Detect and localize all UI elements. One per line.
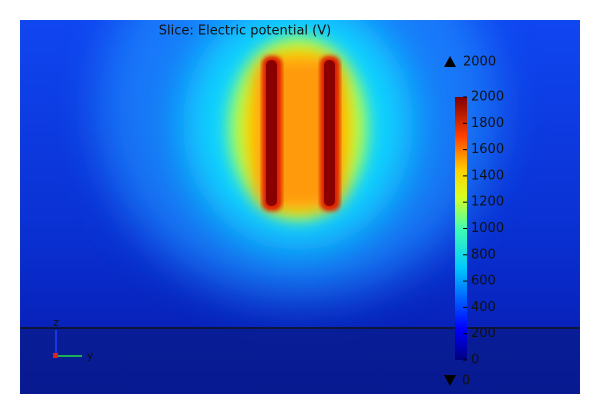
colorbar-tick-label: 1800 bbox=[471, 116, 504, 131]
axis-triad: z y bbox=[53, 316, 94, 362]
colorbar-tick-label: 400 bbox=[471, 300, 496, 315]
colorbar-tick-label: 800 bbox=[471, 247, 496, 262]
colorbar-tick-label: 200 bbox=[471, 326, 496, 341]
colorbar-tick-label: 600 bbox=[471, 274, 496, 289]
colorbar-tick-label: 1400 bbox=[471, 168, 504, 183]
colorbar bbox=[455, 97, 467, 360]
colorbar-tick-label: 1000 bbox=[471, 221, 504, 236]
colorbar-tick-label: 1600 bbox=[471, 142, 504, 157]
axis-label: y bbox=[87, 349, 94, 362]
field bbox=[20, 20, 580, 394]
axis-label: z bbox=[53, 316, 59, 329]
max-label: 2000 bbox=[463, 55, 496, 70]
colorbar-tick-label: 1200 bbox=[471, 195, 504, 210]
max-icon bbox=[444, 56, 456, 67]
chart-title: Slice: Electric potential (V) bbox=[159, 24, 331, 39]
min-label: 0 bbox=[462, 374, 470, 389]
colorbar-tick-label: 2000 bbox=[471, 90, 504, 105]
colorbar-tick-label: 0 bbox=[471, 353, 479, 368]
min-icon bbox=[444, 375, 456, 386]
